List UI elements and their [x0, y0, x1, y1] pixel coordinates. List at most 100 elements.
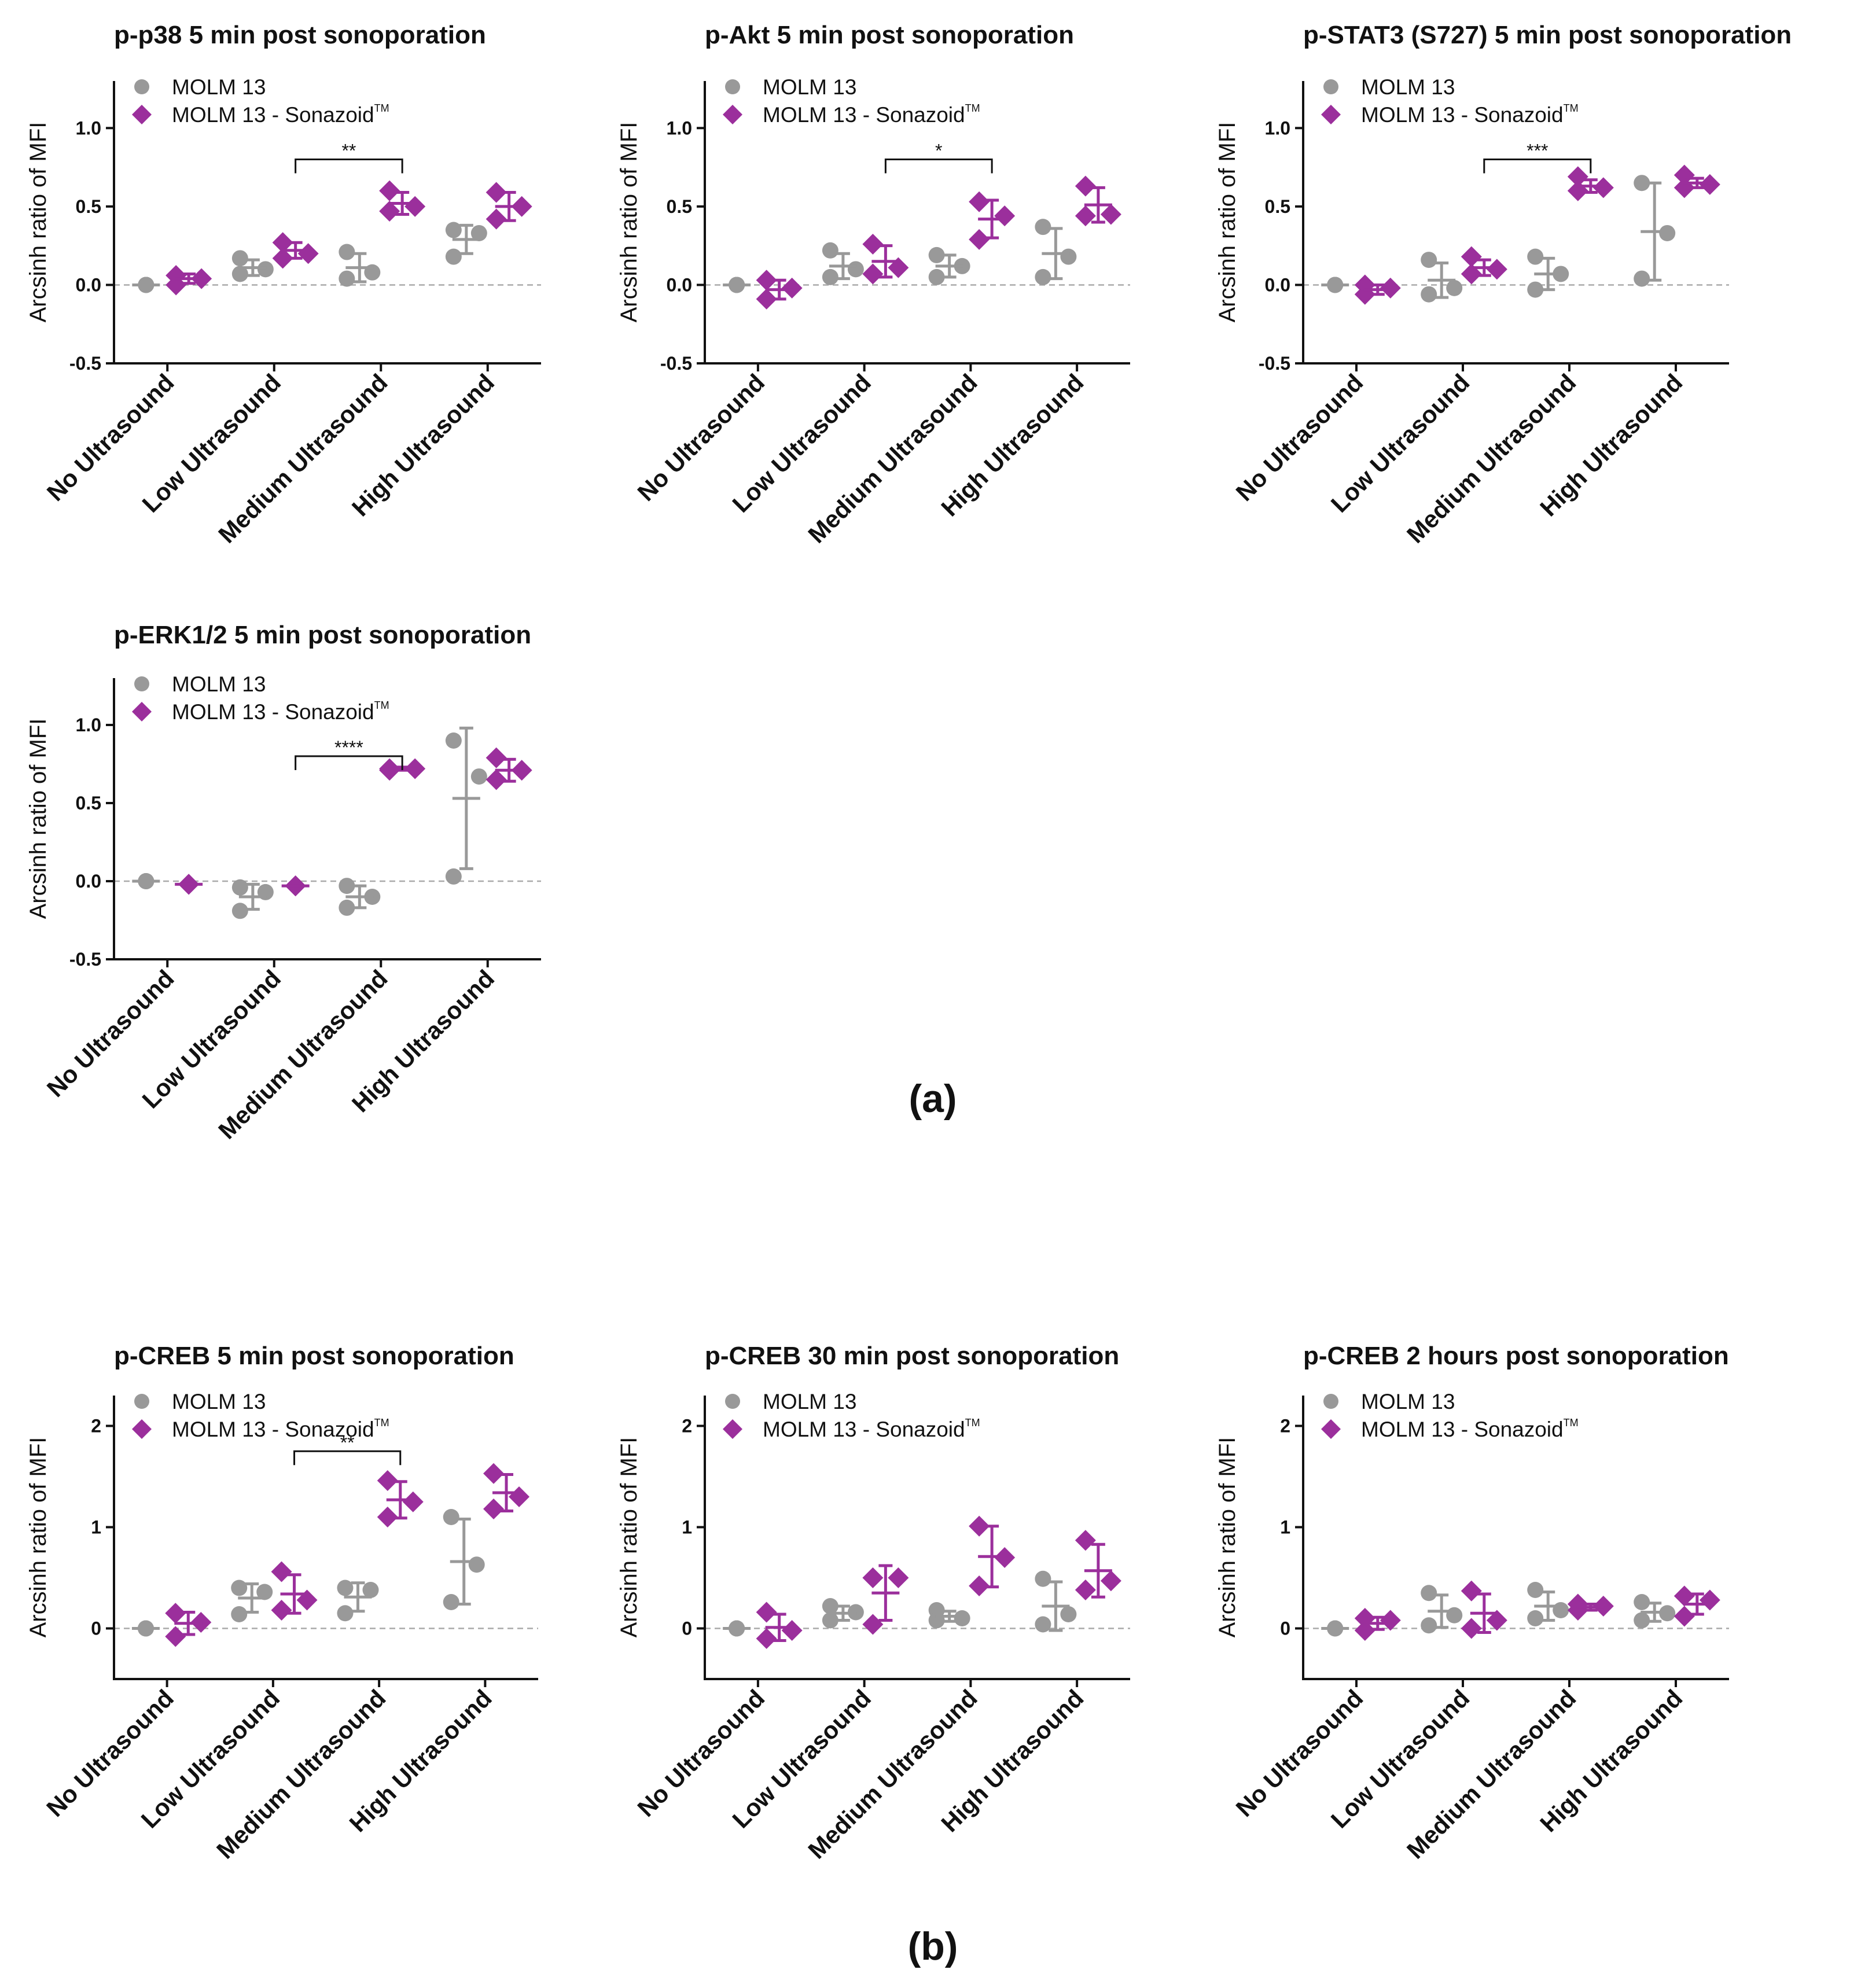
point-sonazoid	[404, 196, 426, 217]
point-molm13	[231, 1580, 248, 1596]
significance-label: **	[341, 141, 356, 161]
significance-label: ***	[1527, 141, 1548, 161]
point-molm13	[928, 268, 945, 285]
point-sonazoid	[862, 263, 884, 285]
point-sonazoid	[781, 1620, 803, 1641]
point-sonazoid	[486, 208, 507, 230]
point-sonazoid	[1100, 204, 1121, 225]
point-sonazoid	[1567, 180, 1588, 201]
chart-title: p-CREB 30 min post sonoporation	[705, 1342, 1119, 1370]
y-tick-label: 1.0	[667, 117, 692, 138]
point-molm13	[1421, 286, 1437, 303]
point-molm13	[362, 1582, 379, 1598]
point-molm13	[445, 222, 462, 238]
y-tick-label: 0.5	[76, 196, 101, 217]
point-sonazoid	[1354, 1620, 1375, 1641]
y-tick-label: 2	[682, 1416, 692, 1437]
legend-marker-sonazoid	[132, 105, 152, 124]
y-tick-label: 0.5	[1265, 196, 1290, 217]
legend-label-sonazoid: MOLM 13 - SonazoidTM	[1361, 1417, 1579, 1441]
chart-6: p-CREB 30 min post sonoporation Arcsinh r…	[616, 1342, 1130, 1864]
legend-marker-molm13	[1323, 1394, 1338, 1409]
point-molm13	[822, 268, 838, 285]
point-sonazoid	[377, 1507, 398, 1527]
point-molm13	[445, 868, 462, 885]
y-tick-label: 2	[91, 1416, 101, 1437]
point-molm13	[337, 1580, 354, 1596]
chart-5: p-CREB 5 min post sonoporation Arcsinh ra…	[25, 1342, 538, 1864]
legend-label-sonazoid: MOLM 13 - SonazoidTM	[172, 700, 389, 724]
chart-title: p-CREB 5 min post sonoporation	[114, 1342, 514, 1370]
point-sonazoid	[862, 1567, 884, 1588]
legend-marker-molm13	[134, 79, 149, 94]
legend-marker-molm13	[134, 1394, 149, 1409]
y-tick-label: 0.0	[76, 871, 101, 892]
y-tick-label: -0.5	[69, 949, 101, 970]
y-axis-label: Arcsinh ratio of MFI	[25, 719, 51, 919]
point-sonazoid	[1075, 175, 1096, 197]
y-tick-label: 1.0	[1265, 117, 1290, 138]
legend-trademark: TM	[374, 1417, 389, 1429]
panel-label-b: (b)	[907, 1924, 958, 1968]
legend-marker-sonazoid	[1321, 1419, 1341, 1439]
point-sonazoid	[1674, 1585, 1695, 1607]
point-sonazoid	[379, 201, 400, 222]
point-molm13	[339, 244, 355, 260]
y-tick-label: 1.0	[76, 715, 101, 735]
legend-label-sonazoid: MOLM 13 - SonazoidTM	[1361, 102, 1579, 127]
point-molm13	[231, 266, 248, 282]
point-sonazoid	[888, 1567, 909, 1588]
y-tick-label: 1	[1280, 1517, 1290, 1538]
legend-label-molm13: MOLM 13	[1361, 75, 1455, 99]
point-molm13	[1060, 248, 1077, 265]
y-tick-label: 0	[682, 1618, 692, 1639]
point-sonazoid	[756, 1628, 777, 1649]
point-sonazoid	[1461, 1580, 1482, 1602]
point-sonazoid	[1100, 1570, 1121, 1592]
legend-label-sonazoid: MOLM 13 - SonazoidTM	[172, 102, 389, 127]
legend-label-molm13: MOLM 13	[172, 672, 266, 696]
point-molm13	[445, 732, 462, 749]
significance-label: ****	[334, 737, 363, 758]
point-molm13	[1634, 1594, 1650, 1610]
point-molm13	[1553, 1602, 1569, 1618]
point-sonazoid	[1486, 1610, 1507, 1631]
point-molm13	[443, 1594, 459, 1610]
point-sonazoid	[756, 1602, 777, 1623]
point-molm13	[822, 1598, 838, 1614]
point-sonazoid	[402, 1491, 424, 1512]
legend-label-molm13: MOLM 13	[172, 75, 266, 99]
point-sonazoid	[379, 180, 400, 201]
legend-trademark: TM	[965, 102, 980, 114]
point-sonazoid	[271, 1600, 292, 1621]
chart-2: p-Akt 5 min post sonoporation Arcsinh rat…	[616, 21, 1130, 548]
legend-marker-molm13	[134, 676, 149, 691]
point-sonazoid	[969, 191, 990, 212]
y-axis-label: Arcsinh ratio of MFI	[1215, 122, 1240, 323]
point-sonazoid	[1699, 174, 1720, 195]
chart-title: p-Akt 5 min post sonoporation	[705, 21, 1074, 49]
legend-label-sonazoid: MOLM 13 - SonazoidTM	[763, 1417, 980, 1441]
point-sonazoid	[1486, 259, 1507, 280]
legend-marker-molm13	[1323, 79, 1338, 94]
y-tick-label: -0.5	[69, 353, 101, 374]
point-molm13	[1634, 1612, 1650, 1629]
point-sonazoid	[1674, 164, 1695, 186]
point-sonazoid	[486, 769, 507, 790]
significance-bracket	[293, 1450, 402, 1466]
point-molm13	[231, 879, 248, 896]
point-sonazoid	[1592, 177, 1614, 198]
point-molm13	[954, 1610, 970, 1626]
y-tick-label: 0	[1280, 1618, 1290, 1639]
significance-bracket	[295, 755, 403, 770]
significance-bracket	[1483, 159, 1592, 174]
point-sonazoid	[486, 747, 507, 768]
legend-trademark: TM	[1564, 102, 1579, 114]
chart-7: p-CREB 2 hours post sonoporation Arcsinh …	[1215, 1342, 1729, 1864]
point-sonazoid	[377, 1470, 398, 1491]
point-sonazoid	[165, 1603, 186, 1624]
point-sonazoid	[1380, 277, 1401, 299]
point-sonazoid	[272, 232, 293, 253]
point-sonazoid	[781, 277, 803, 299]
